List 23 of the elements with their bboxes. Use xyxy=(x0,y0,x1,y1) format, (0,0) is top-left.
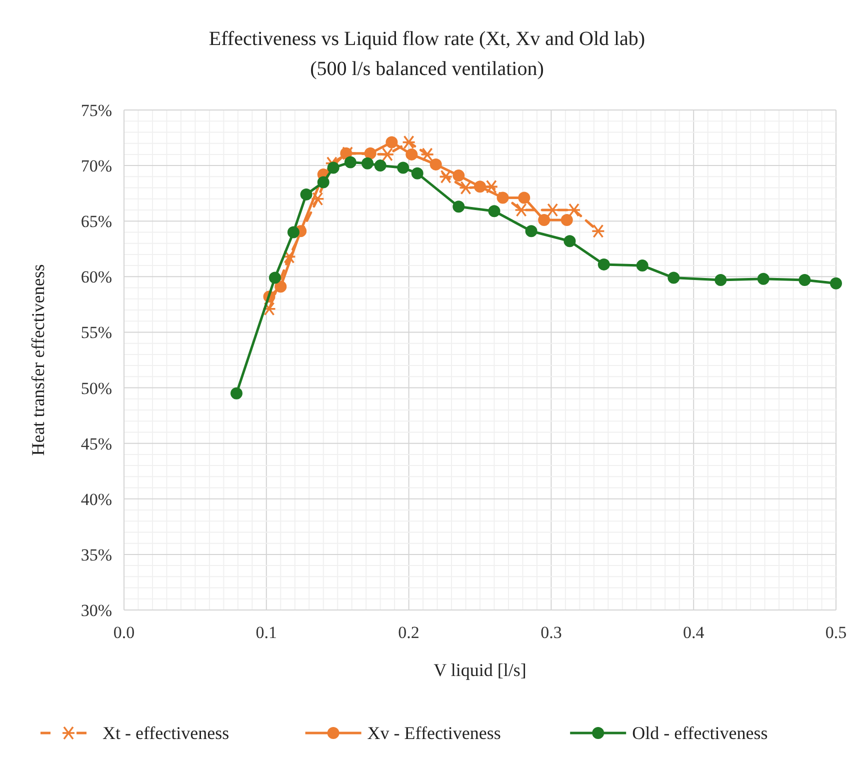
x-tick-label: 0.0 xyxy=(113,623,135,642)
legend-label: Old - effectiveness xyxy=(632,723,768,743)
y-tick-label: 65% xyxy=(80,212,112,232)
y-axis-title: Heat transfer effectiveness xyxy=(28,264,48,456)
y-tick-label: 55% xyxy=(80,323,112,342)
x-tick-label: 0.2 xyxy=(398,623,420,642)
y-tick-label: 45% xyxy=(80,434,112,454)
x-tick-label: 0.3 xyxy=(540,623,562,642)
x-tick-label: 0.4 xyxy=(682,623,705,642)
chart-title: Effectiveness vs Liquid flow rate (Xt, Xv and Old lab) xyxy=(208,28,646,50)
x-tick-label: 0.1 xyxy=(256,623,278,642)
y-tick-label: 35% xyxy=(80,545,112,564)
y-tick-label: 60% xyxy=(80,268,112,287)
x-tick-label: 0.5 xyxy=(825,623,847,642)
chart-subtitle: (500 l/s balanced ventilation) xyxy=(310,58,544,80)
legend-label: Xv - Effectiveness xyxy=(367,723,501,743)
y-tick-label: 70% xyxy=(80,156,112,176)
y-tick-label: 30% xyxy=(80,601,112,620)
x-axis-title: V liquid [l/s] xyxy=(434,660,526,680)
legend-label: Xt - effectiveness xyxy=(102,723,230,743)
y-tick-label: 50% xyxy=(80,378,112,398)
y-tick-label: 40% xyxy=(80,490,112,509)
y-tick-label: 75% xyxy=(80,101,112,120)
